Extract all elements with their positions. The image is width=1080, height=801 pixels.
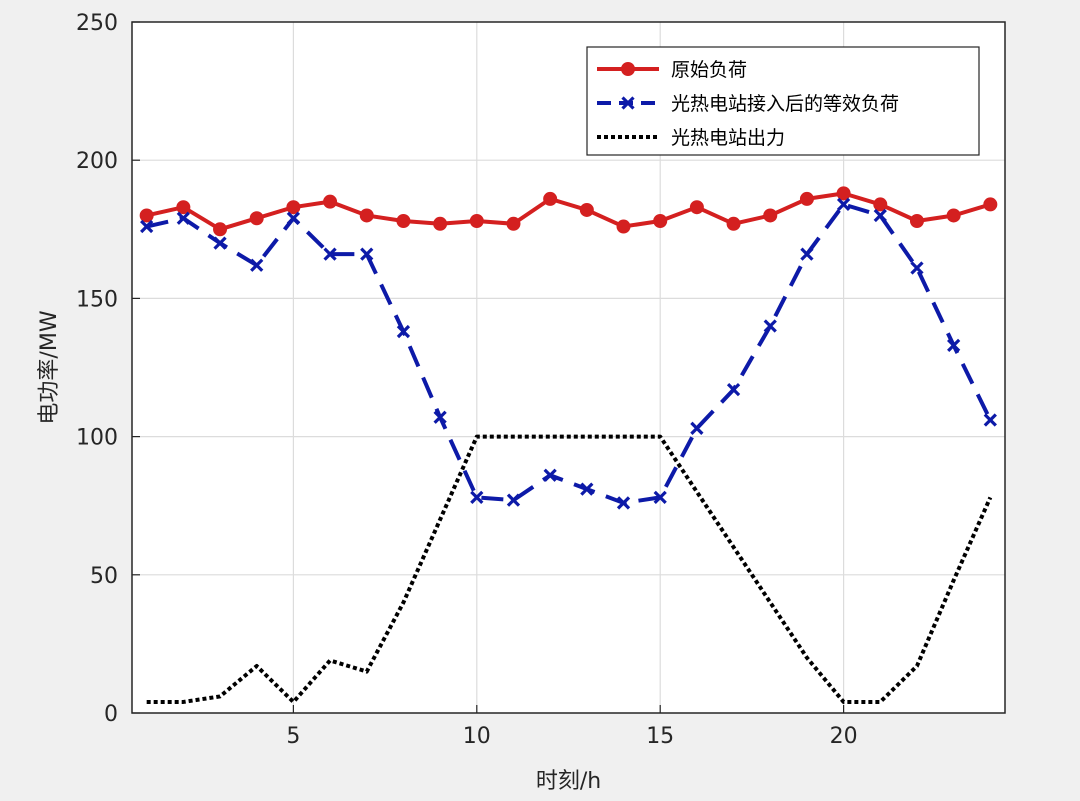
data-point <box>249 211 264 226</box>
x-tick-label: 15 <box>646 724 674 749</box>
data-point <box>360 247 374 261</box>
data-point <box>506 493 521 507</box>
x-tick-label: 5 <box>286 724 300 749</box>
data-point <box>176 211 190 225</box>
series-line <box>146 434 993 704</box>
legend-marker <box>621 96 635 110</box>
data-point <box>396 214 411 229</box>
data-point <box>763 319 777 333</box>
y-tick-label: 250 <box>76 11 118 36</box>
data-point <box>213 222 228 237</box>
data-point <box>579 202 594 217</box>
plot-frame <box>131 21 1006 714</box>
y-tick-label: 50 <box>90 564 118 589</box>
y-axis-label: 电功率/MW <box>37 310 62 424</box>
data-point <box>323 247 337 261</box>
x-tick-label: 20 <box>830 724 858 749</box>
legend-label: 光热电站接入后的等效负荷 <box>671 93 899 115</box>
data-point <box>543 191 558 206</box>
series-group <box>139 186 998 704</box>
series-2 <box>140 197 997 510</box>
data-point <box>983 413 997 427</box>
data-point <box>873 208 887 223</box>
data-point <box>580 482 594 496</box>
data-point <box>323 194 338 209</box>
data-point <box>469 214 484 229</box>
data-point <box>909 214 924 229</box>
data-point <box>176 200 191 215</box>
series-3 <box>146 434 993 704</box>
data-point <box>506 216 521 231</box>
data-point <box>946 208 961 223</box>
data-point <box>433 410 447 424</box>
series-line <box>146 202 993 505</box>
data-point <box>396 324 411 339</box>
data-point <box>213 236 227 250</box>
legend-label: 光热电站出力 <box>671 127 785 149</box>
data-point <box>983 197 998 212</box>
grid <box>132 22 1005 713</box>
legend-marker <box>621 62 635 76</box>
series-1 <box>139 186 998 237</box>
y-tick-label: 100 <box>76 426 118 451</box>
x-tick-label: 10 <box>463 724 491 749</box>
data-point <box>873 197 888 212</box>
data-point <box>800 247 814 261</box>
data-point <box>726 216 741 231</box>
data-point <box>139 208 154 223</box>
data-point <box>286 211 301 225</box>
data-point <box>433 216 448 231</box>
y-tick-label: 150 <box>76 287 118 312</box>
y-tick-label: 200 <box>76 149 118 174</box>
data-point <box>947 338 961 353</box>
data-point <box>910 261 924 275</box>
legend-entry: 光热电站接入后的等效负荷 <box>597 93 899 115</box>
data-point <box>286 200 301 215</box>
data-point <box>653 490 667 505</box>
x-axis-label: 时刻/h <box>536 769 601 794</box>
data-point <box>616 219 631 234</box>
data-point <box>470 490 484 505</box>
data-point <box>653 214 668 229</box>
legend-entry: 原始负荷 <box>597 59 747 81</box>
data-point <box>140 219 154 234</box>
legend-label: 原始负荷 <box>671 59 747 81</box>
data-point <box>836 186 851 201</box>
data-point <box>836 197 851 212</box>
data-point <box>359 208 374 223</box>
data-point <box>250 258 264 272</box>
data-point <box>616 496 631 510</box>
data-point <box>726 382 741 397</box>
data-point <box>799 191 814 206</box>
data-point <box>689 200 704 215</box>
data-point <box>763 208 778 223</box>
data-point <box>543 468 557 482</box>
legend-entry: 光热电站出力 <box>597 127 785 149</box>
data-point <box>690 421 704 435</box>
y-tick-label: 0 <box>104 702 118 727</box>
